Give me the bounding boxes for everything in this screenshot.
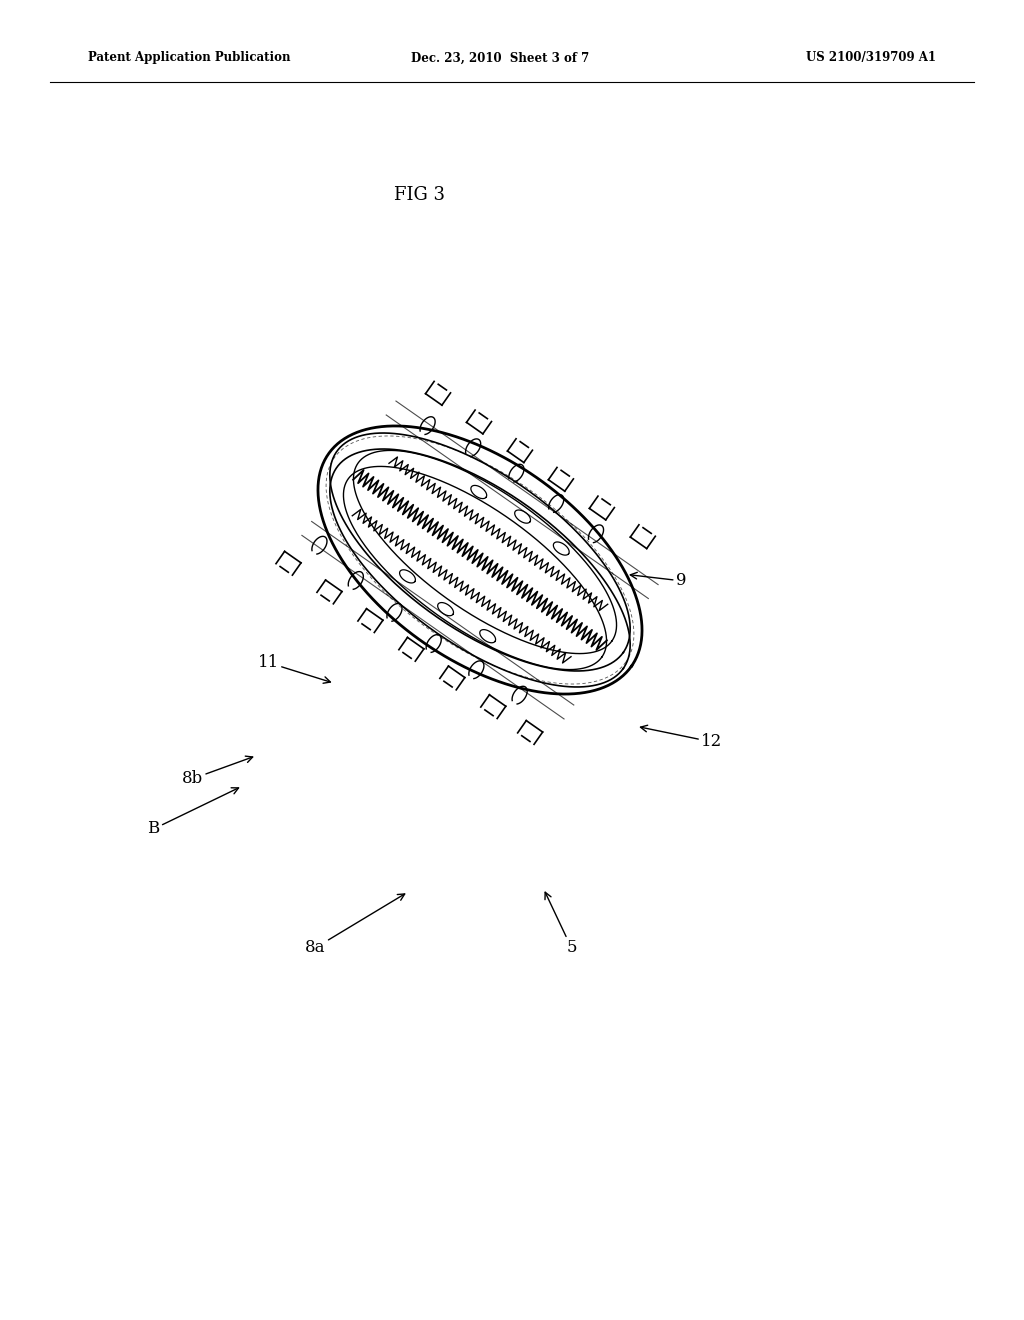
Text: 9: 9 <box>631 573 686 589</box>
Text: 11: 11 <box>258 655 331 684</box>
Text: 8a: 8a <box>305 894 404 956</box>
Text: 8b: 8b <box>182 756 253 787</box>
Text: FIG 3: FIG 3 <box>394 186 445 205</box>
Text: Dec. 23, 2010  Sheet 3 of 7: Dec. 23, 2010 Sheet 3 of 7 <box>411 51 589 65</box>
Text: Patent Application Publication: Patent Application Publication <box>88 51 291 65</box>
Text: B: B <box>147 788 239 837</box>
Text: 5: 5 <box>545 892 577 956</box>
Text: 12: 12 <box>640 725 722 750</box>
Text: US 2100/319709 A1: US 2100/319709 A1 <box>806 51 936 65</box>
